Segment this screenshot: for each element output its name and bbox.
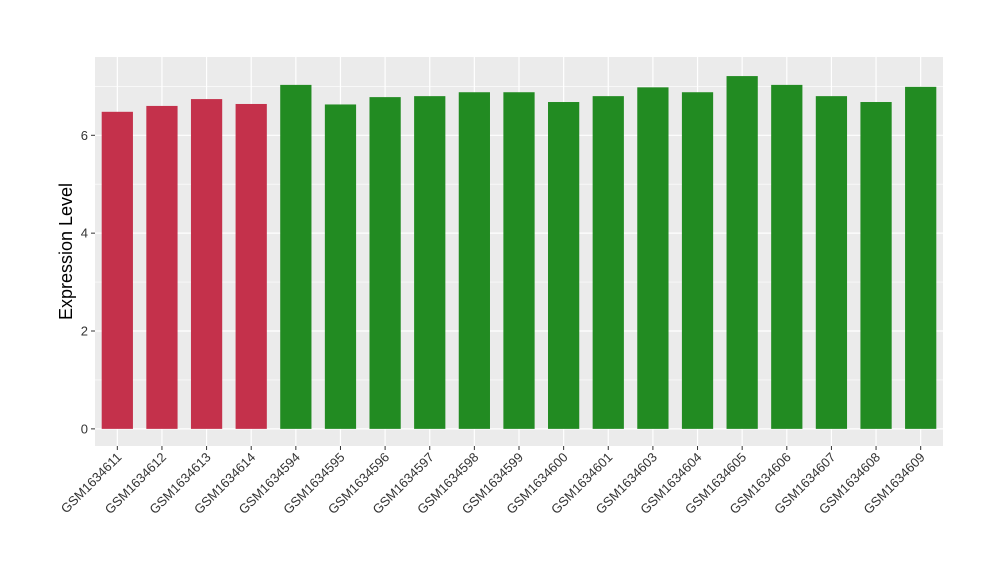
bar-GSM1634595 — [324, 104, 357, 429]
bar-GSM1634612 — [146, 105, 178, 429]
y-tick-label: 6 — [81, 128, 88, 143]
bar-GSM1634604 — [681, 92, 714, 429]
bar-GSM1634603 — [637, 87, 669, 429]
bar-GSM1634601 — [592, 96, 624, 429]
y-tick-label: 2 — [81, 324, 88, 339]
bar-GSM1634611 — [101, 111, 133, 429]
bar-GSM1634613 — [190, 99, 223, 429]
y-axis-title: Expression Level — [56, 183, 76, 320]
bar-GSM1634605 — [726, 76, 758, 429]
bar-GSM1634609 — [905, 86, 937, 429]
bar-GSM1634596 — [369, 97, 401, 429]
bar-GSM1634607 — [815, 96, 848, 429]
bar-GSM1634600 — [548, 102, 580, 429]
y-tick-label: 0 — [81, 421, 88, 436]
bar-GSM1634597 — [414, 96, 446, 429]
bars — [101, 76, 937, 429]
bar-GSM1634599 — [503, 92, 535, 429]
y-axis: 0 2 4 6 — [81, 128, 95, 436]
bar-GSM1634614 — [235, 103, 267, 429]
bar-GSM1634606 — [771, 84, 803, 429]
bar-GSM1634594 — [280, 84, 312, 429]
bar-GSM1634608 — [860, 102, 892, 429]
bar-GSM1634598 — [458, 92, 490, 429]
y-tick-label: 4 — [81, 226, 88, 241]
x-axis: GSM1634611GSM1634612GSM1634613GSM1634614… — [58, 446, 928, 517]
